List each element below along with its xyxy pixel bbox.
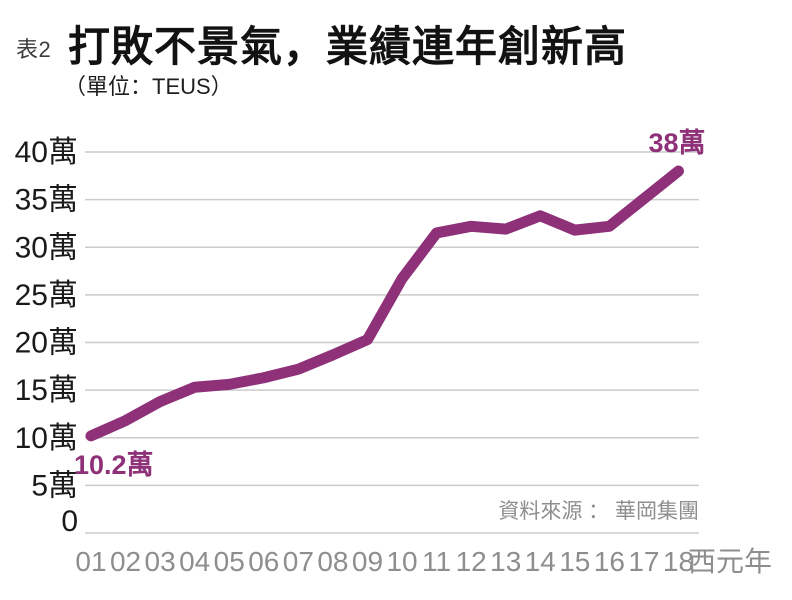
y-tick-label: 10萬: [15, 422, 78, 455]
y-tick-label: 35萬: [15, 184, 78, 217]
x-tick-label: 07: [283, 546, 314, 577]
y-tick-label: 20萬: [15, 327, 78, 360]
x-tick-label: 10: [386, 546, 417, 577]
x-tick-label: 12: [456, 546, 487, 577]
data-point-annotation: 38萬: [648, 128, 705, 158]
x-tick-label: 02: [110, 546, 141, 577]
data-point-annotation: 10.2萬: [74, 450, 154, 480]
x-tick-label: 09: [352, 546, 383, 577]
x-tick-label: 01: [75, 546, 106, 577]
x-tick-label: 05: [214, 546, 245, 577]
x-tick-label: 17: [628, 546, 659, 577]
x-tick-label: 15: [559, 546, 590, 577]
unit-subtitle: （單位：TEUS）: [64, 74, 233, 99]
x-tick-label: 18: [663, 546, 694, 577]
x-tick-label: 11: [422, 546, 451, 577]
x-axis-suffix-label: 西元年: [688, 546, 772, 577]
page-title: 打敗不景氣，業績連年創新高: [68, 23, 628, 70]
y-tick-label: 25萬: [15, 279, 78, 312]
table-number-tag: 表2: [16, 37, 52, 62]
x-tick-label: 04: [179, 546, 210, 577]
x-tick-label: 08: [317, 546, 348, 577]
x-tick-label: 13: [490, 546, 521, 577]
x-tick-label: 14: [525, 546, 556, 577]
y-tick-label: 0: [61, 505, 78, 538]
y-tick-label: 15萬: [15, 374, 78, 407]
source-note: 資料來源 ： 華岡集團: [498, 500, 699, 523]
y-tick-label: 30萬: [15, 231, 78, 264]
series-line: [85, 165, 684, 442]
x-tick-label: 06: [248, 546, 279, 577]
y-tick-label: 5萬: [31, 469, 78, 502]
x-tick-label: 03: [145, 546, 176, 577]
x-tick-label: 16: [594, 546, 625, 577]
y-tick-label: 40萬: [15, 136, 78, 169]
